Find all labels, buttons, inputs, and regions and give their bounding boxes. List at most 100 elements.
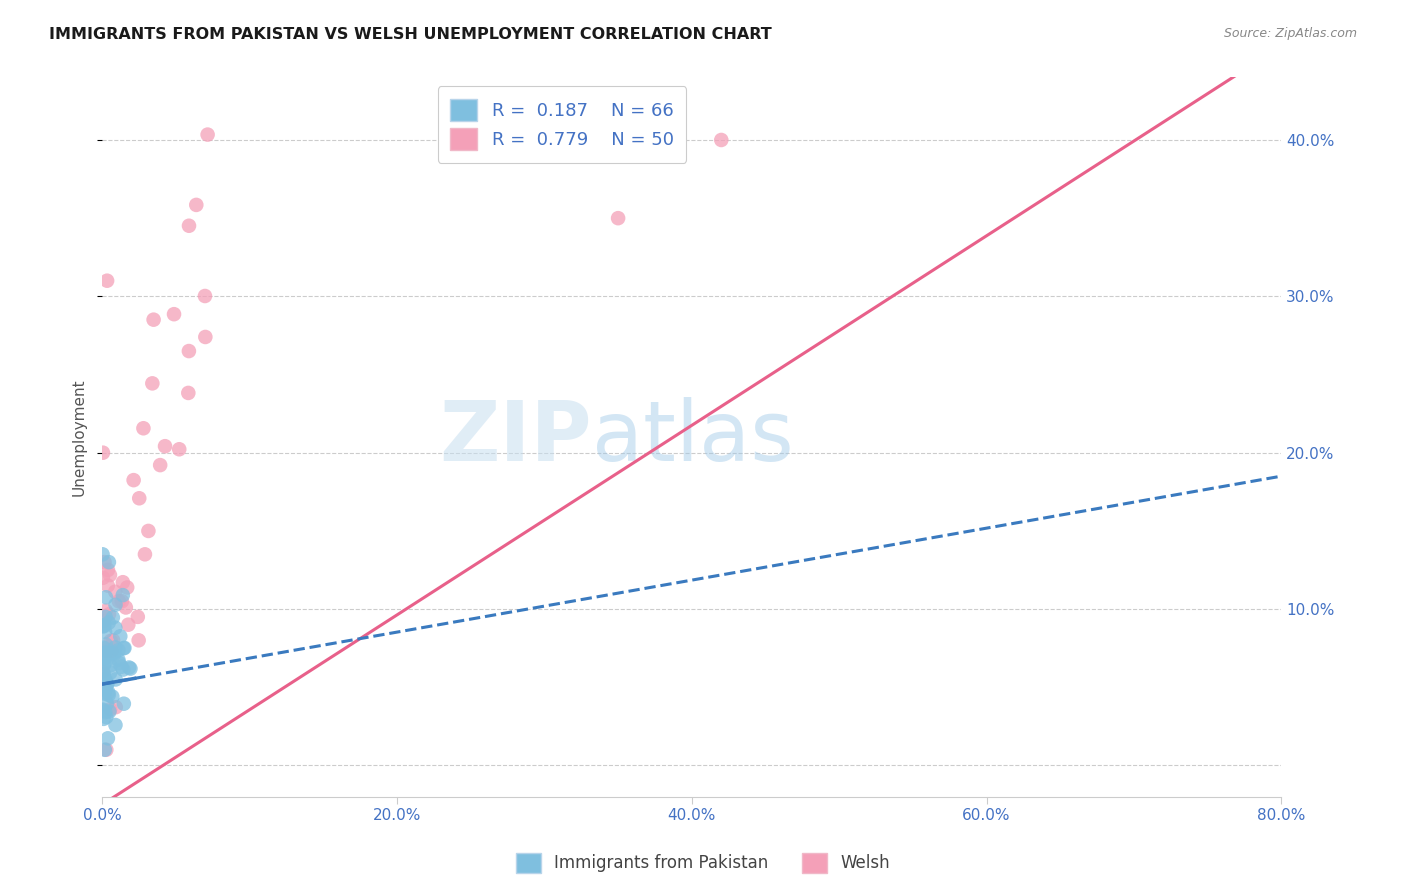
Point [128, 633, 150, 648]
Point [134, 547, 156, 561]
Point [93, 667, 115, 681]
Point [104, 718, 127, 732]
Point [142, 312, 165, 326]
Point [96, 677, 118, 691]
Point [97, 615, 120, 630]
Point [91, 665, 114, 679]
Point [104, 673, 127, 687]
Point [127, 610, 149, 624]
Point [93, 648, 115, 663]
Point [96, 677, 118, 691]
Point [93, 657, 115, 672]
Point [98, 702, 121, 716]
Point [91, 647, 114, 661]
Point [93, 555, 115, 569]
Point [111, 588, 134, 602]
Point [110, 629, 132, 643]
Point [107, 643, 129, 657]
Point [93, 686, 115, 700]
Point [96, 674, 118, 689]
Point [149, 458, 172, 472]
Point [91, 571, 114, 585]
Point [91, 446, 114, 460]
Point [94, 705, 117, 719]
Point [97, 731, 120, 746]
Point [177, 219, 200, 233]
Point [117, 617, 139, 632]
Point [91, 703, 114, 717]
Point [93, 640, 115, 655]
Point [138, 524, 160, 538]
Point [115, 581, 138, 595]
Point [94, 676, 117, 690]
Point [94, 624, 117, 639]
Point [94, 641, 117, 656]
Point [118, 660, 141, 674]
Point [93, 712, 115, 726]
Point [93, 673, 115, 687]
Point [94, 646, 117, 660]
Point [97, 688, 120, 702]
Point [607, 211, 630, 226]
Point [98, 705, 121, 719]
Point [104, 621, 127, 635]
Text: IMMIGRANTS FROM PAKISTAN VS WELSH UNEMPLOYMENT CORRELATION CHART: IMMIGRANTS FROM PAKISTAN VS WELSH UNEMPL… [49, 27, 772, 42]
Point [98, 568, 121, 582]
Point [163, 307, 186, 321]
Point [177, 344, 200, 359]
Point [104, 584, 127, 599]
Point [94, 675, 117, 690]
Point [94, 591, 117, 605]
Point [186, 198, 208, 212]
Point [96, 697, 118, 711]
Y-axis label: Unemployment: Unemployment [72, 378, 86, 496]
Point [94, 638, 117, 652]
Point [98, 665, 121, 680]
Point [108, 656, 131, 670]
Point [91, 547, 114, 561]
Point [153, 439, 176, 453]
Point [111, 594, 134, 608]
Point [96, 743, 118, 757]
Point [128, 491, 150, 506]
Point [94, 681, 117, 695]
Point [97, 563, 120, 577]
Text: ZIP: ZIP [439, 397, 592, 477]
Point [94, 743, 117, 757]
Point [112, 663, 135, 677]
Point [94, 682, 117, 697]
Point [177, 386, 200, 401]
Point [93, 670, 115, 684]
Point [710, 133, 733, 147]
Point [122, 473, 145, 487]
Point [110, 659, 132, 673]
Point [91, 618, 114, 632]
Point [101, 610, 124, 624]
Point [114, 640, 136, 655]
Point [167, 442, 190, 457]
Point [104, 700, 127, 714]
Point [111, 575, 134, 590]
Point [97, 685, 120, 699]
Point [107, 653, 129, 667]
Point [94, 646, 117, 660]
Point [94, 656, 117, 670]
Text: atlas: atlas [592, 397, 793, 477]
Point [93, 651, 115, 665]
Point [120, 662, 142, 676]
Point [94, 644, 117, 658]
Point [96, 274, 118, 288]
Legend: R =  0.187    N = 66, R =  0.779    N = 50: R = 0.187 N = 66, R = 0.779 N = 50 [437, 87, 686, 163]
Point [96, 710, 118, 724]
Point [93, 615, 115, 629]
Point [103, 647, 125, 661]
Point [98, 658, 121, 673]
Point [101, 633, 124, 648]
Text: Source: ZipAtlas.com: Source: ZipAtlas.com [1223, 27, 1357, 40]
Point [197, 128, 219, 142]
Point [100, 634, 122, 648]
Point [94, 610, 117, 624]
Legend: Immigrants from Pakistan, Welsh: Immigrants from Pakistan, Welsh [509, 847, 897, 880]
Point [91, 681, 114, 696]
Point [141, 376, 163, 391]
